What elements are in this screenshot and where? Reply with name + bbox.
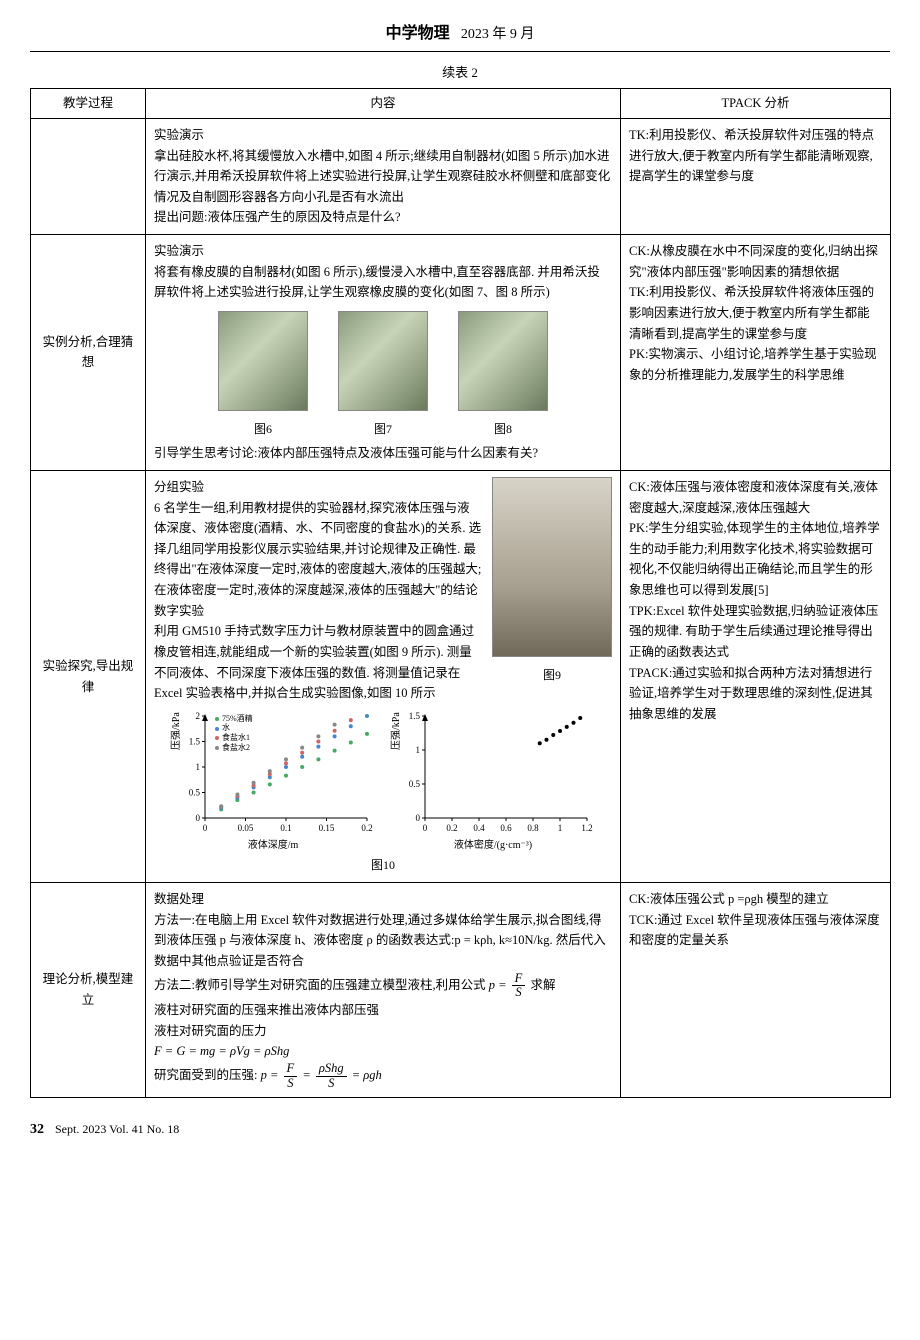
table-row: 实验探究,导出规律 分组实验 6 名学生一组,利用教材提供的实验器材,探究液体压…	[31, 470, 891, 882]
svg-text:0: 0	[203, 823, 208, 833]
svg-text:1.2: 1.2	[581, 823, 592, 833]
svg-text:0: 0	[423, 823, 428, 833]
page-header: 中学物理 2023 年 9 月	[30, 20, 890, 52]
method2-prefix: 方法二:教师引导学生对研究面的压强建立模型液柱,利用公式	[154, 978, 489, 992]
legend-item: 水	[215, 723, 253, 733]
experiment-photo-icon	[458, 311, 548, 411]
scatter-chart-icon: 0 0.05 0.1 0.15 0.2 0 0.5 1 1.5 2	[173, 710, 373, 840]
figure-7: 图7	[338, 311, 428, 439]
svg-text:0: 0	[416, 813, 421, 823]
chart-row: 压强/kPa 75%酒精 水 食盐水1 食盐水2 0 0.05 0.1 0.15 0.2…	[154, 710, 612, 855]
svg-text:1: 1	[416, 745, 421, 755]
stage-cell	[31, 118, 146, 234]
tpack-cell: CK:液体压强公式 p =ρgh 模型的建立 TCK:通过 Excel 软件呈现…	[621, 883, 891, 1097]
tpack-cell: CK:液体压强与液体密度和液体深度有关,液体密度越大,深度越深,液体压强越大 P…	[621, 470, 891, 882]
formula-line: F = G = mg = ρVg = ρShg	[154, 1041, 612, 1062]
formula-p-fs: p =	[489, 978, 510, 992]
svg-text:0.05: 0.05	[238, 823, 254, 833]
svg-text:0.5: 0.5	[189, 787, 201, 797]
legend-item: 食盐水1	[215, 733, 253, 743]
content-intro: 实验演示 将套有橡皮膜的自制器材(如图 6 所示),缓慢浸入水槽中,直至容器底部…	[154, 241, 612, 303]
chart-caption: 图10	[154, 856, 612, 876]
issue-date: 2023 年 9 月	[461, 27, 535, 42]
table-row: 实例分析,合理猜想 实验演示 将套有橡皮膜的自制器材(如图 6 所示),缓慢浸入…	[31, 235, 891, 471]
figure-label: 图7	[338, 420, 428, 440]
legend-item: 食盐水2	[215, 743, 253, 753]
fraction-icon: FS	[512, 972, 526, 1001]
table-header-row: 教学过程 内容 TPACK 分析	[31, 89, 891, 119]
table-row: 实验演示 拿出硅胶水杯,将其缓慢放入水槽中,如图 4 所示;继续用自制器材(如图…	[31, 118, 891, 234]
content-cell: 实验演示 拿出硅胶水杯,将其缓慢放入水槽中,如图 4 所示;继续用自制器材(如图…	[146, 118, 621, 234]
content-cell: 数据处理 方法一:在电脑上用 Excel 软件对数据进行处理,通过多媒体给学生展…	[146, 883, 621, 1097]
page-number: 32	[30, 1122, 44, 1137]
svg-text:0.2: 0.2	[446, 823, 457, 833]
svg-text:0.6: 0.6	[500, 823, 512, 833]
svg-text:0.4: 0.4	[473, 823, 485, 833]
chart-ylabel: 压强/kPa	[389, 712, 406, 750]
stage-cell: 理论分析,模型建立	[31, 883, 146, 1097]
experiment-photo-icon	[492, 477, 612, 657]
svg-text:0.2: 0.2	[361, 823, 372, 833]
col-header-tpack: TPACK 分析	[621, 89, 891, 119]
svg-text:1.5: 1.5	[189, 736, 201, 746]
col-header-content: 内容	[146, 89, 621, 119]
scatter-chart-icon: 0 0.2 0.4 0.6 0.8 1 1.2 0 0.5 1 1.5	[393, 710, 593, 840]
figure-8: 图8	[458, 311, 548, 439]
figure-row: 图6 图7 图8	[154, 311, 612, 439]
svg-text:1: 1	[558, 823, 563, 833]
table-caption: 续表 2	[30, 62, 890, 84]
chart-xlabel: 液体深度/m	[173, 838, 373, 855]
svg-text:0.15: 0.15	[319, 823, 335, 833]
content-cell: 实验演示 将套有橡皮膜的自制器材(如图 6 所示),缓慢浸入水槽中,直至容器底部…	[146, 235, 621, 471]
content-outro: 引导学生思考讨论:液体内部压强特点及液体压强可能与什么因素有关?	[154, 443, 612, 464]
fraction-icon: FS	[284, 1062, 298, 1091]
formula-p-eq: p =	[261, 1068, 282, 1082]
formula-final: 研究面受到的压强: p = FS = ρShgS = ρgh	[154, 1062, 612, 1091]
method2-suffix: 求解	[530, 978, 555, 992]
content-p1: 数据处理 方法一:在电脑上用 Excel 软件对数据进行处理,通过多媒体给学生展…	[154, 889, 612, 972]
svg-text:0.5: 0.5	[409, 779, 421, 789]
tpack-cell: TK:利用投影仪、希沃投屏软件对压强的特点进行放大,便于教室内所有学生都能清晰观…	[621, 118, 891, 234]
equals-icon: =	[302, 1068, 314, 1082]
formula-line: 液柱对研究面的压力	[154, 1021, 612, 1042]
chart-legend: 75%酒精 水 食盐水1 食盐水2	[215, 714, 253, 752]
formula-line: 液柱对研究面的压强来推出液体内部压强	[154, 1000, 612, 1021]
svg-text:0.8: 0.8	[527, 823, 539, 833]
svg-text:0: 0	[196, 813, 201, 823]
figure-6: 图6	[218, 311, 308, 439]
figure-label: 图6	[218, 420, 308, 440]
chart-density: 压强/kPa 00.20.40.60.811.200.511.5 液体密度/(g…	[393, 710, 593, 855]
svg-text:2: 2	[196, 711, 201, 721]
page-footer: 32 Sept. 2023 Vol. 41 No. 18	[30, 1118, 890, 1142]
method2-line: 方法二:教师引导学生对研究面的压强建立模型液柱,利用公式 p = FS 求解	[154, 972, 612, 1001]
figure-9: 图9	[492, 477, 612, 685]
table-row: 理论分析,模型建立 数据处理 方法一:在电脑上用 Excel 软件对数据进行处理…	[31, 883, 891, 1097]
chart-depth: 压强/kPa 75%酒精 水 食盐水1 食盐水2 00.050.10.150.2…	[173, 710, 373, 855]
svg-text:0.1: 0.1	[280, 823, 291, 833]
experiment-photo-icon	[338, 311, 428, 411]
svg-text:1.5: 1.5	[409, 711, 421, 721]
tpack-cell: CK:从橡皮膜在水中不同深度的变化,归纳出探究"液体内部压强"影响因素的猜想依据…	[621, 235, 891, 471]
content-p1: 分组实验 6 名学生一组,利用教材提供的实验器材,探究液体压强与液体深度、液体密…	[154, 477, 482, 704]
formula-result: = ρgh	[352, 1068, 382, 1082]
stage-cell: 实例分析,合理猜想	[31, 235, 146, 471]
chart-xlabel: 液体密度/(g·cm⁻³)	[393, 838, 593, 855]
fraction-icon: ρShgS	[316, 1062, 347, 1091]
experiment-photo-icon	[218, 311, 308, 411]
lesson-table: 教学过程 内容 TPACK 分析 实验演示 拿出硅胶水杯,将其缓慢放入水槽中,如…	[30, 88, 891, 1097]
col-header-stage: 教学过程	[31, 89, 146, 119]
chart-ylabel: 压强/kPa	[169, 712, 186, 750]
content-cell: 分组实验 6 名学生一组,利用教材提供的实验器材,探究液体压强与液体深度、液体密…	[146, 470, 621, 882]
journal-title: 中学物理	[386, 25, 450, 42]
legend-item: 75%酒精	[215, 714, 253, 724]
footer-line: Sept. 2023 Vol. 41 No. 18	[55, 1122, 179, 1136]
figure-label: 图9	[492, 666, 612, 686]
stage-cell: 实验探究,导出规律	[31, 470, 146, 882]
figure-label: 图8	[458, 420, 548, 440]
svg-text:1: 1	[196, 762, 201, 772]
formula-final-prefix: 研究面受到的压强:	[154, 1068, 257, 1082]
